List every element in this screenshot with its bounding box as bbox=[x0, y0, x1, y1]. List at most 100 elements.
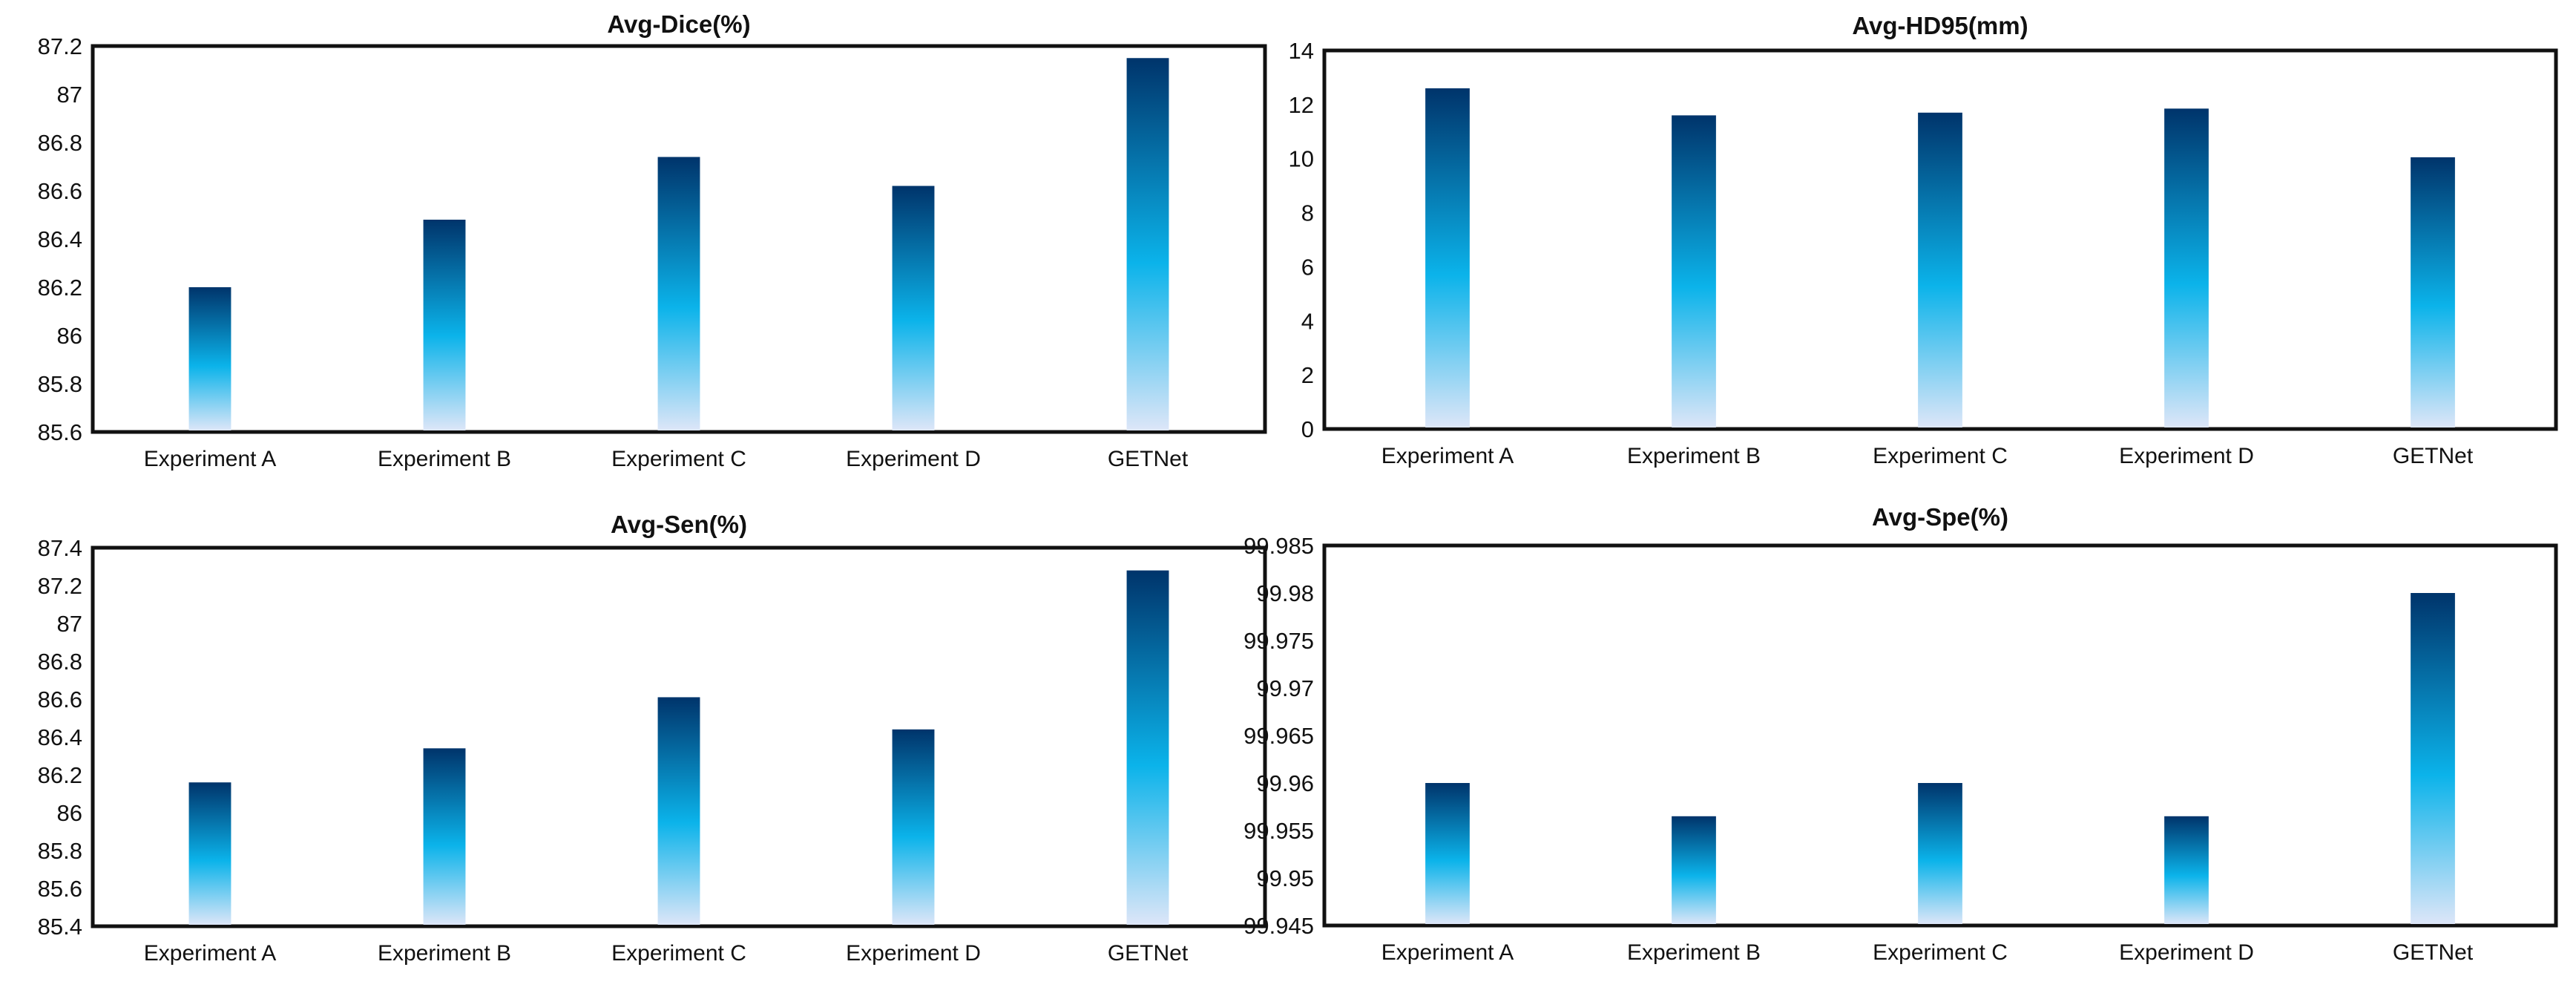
y-tick-label: 86 bbox=[57, 323, 82, 349]
y-tick-label: 86.4 bbox=[38, 724, 82, 750]
y-tick-label: 86 bbox=[57, 800, 82, 826]
y-axis-ticks: 0 2 4 6 8 10 12 14 bbox=[1289, 38, 1314, 442]
bar-experiment-a bbox=[1425, 783, 1470, 924]
bar-series bbox=[1425, 593, 2455, 924]
bar-series bbox=[188, 58, 1169, 430]
y-tick-label: 99.96 bbox=[1256, 770, 1314, 796]
y-tick-label: 6 bbox=[1301, 254, 1314, 280]
y-tick-label: 86.4 bbox=[38, 226, 82, 252]
plot-frame bbox=[1322, 543, 2558, 928]
y-tick-label: 99.975 bbox=[1243, 628, 1314, 654]
bar-getnet bbox=[1126, 570, 1169, 925]
chart-title: Avg-Dice(%) bbox=[607, 10, 750, 38]
bar-experiment-a bbox=[188, 782, 231, 925]
x-axis-categories: Experiment A Experiment B Experiment C Expe… bbox=[1381, 940, 2474, 965]
x-category-label: Experiment B bbox=[378, 941, 511, 966]
y-tick-label: 85.6 bbox=[38, 876, 82, 902]
y-tick-label: 85.8 bbox=[38, 838, 82, 864]
bar-experiment-d bbox=[892, 729, 935, 925]
x-category-label: GETNet bbox=[1108, 941, 1189, 966]
y-tick-label: 85.6 bbox=[38, 419, 82, 445]
plot-frame bbox=[1322, 48, 2558, 431]
bar-experiment-c bbox=[1918, 112, 1962, 428]
chart-panel-sen: Avg-Sen(%) 85.4 85.6 85.8 86 86.2 86.4 86.6 86.… bbox=[38, 511, 1267, 966]
chart-title: Avg-Spe(%) bbox=[1872, 503, 2008, 531]
x-category-label: Experiment D bbox=[846, 941, 981, 966]
y-tick-label: 86.8 bbox=[38, 130, 82, 156]
chart-title: Avg-Sen(%) bbox=[611, 511, 747, 538]
y-tick-label: 10 bbox=[1289, 146, 1314, 172]
y-tick-label: 87.2 bbox=[38, 573, 82, 599]
x-category-label: Experiment B bbox=[378, 447, 511, 471]
x-category-label: Experiment D bbox=[2119, 444, 2254, 468]
y-axis-ticks: 85.6 85.8 86 86.2 86.4 86.6 86.8 87 87.2 bbox=[38, 33, 82, 445]
bar-experiment-d bbox=[892, 186, 935, 430]
bar-getnet bbox=[1126, 58, 1169, 430]
x-category-label: Experiment B bbox=[1627, 444, 1761, 468]
y-tick-label: 99.97 bbox=[1256, 675, 1314, 701]
bar-experiment-c bbox=[657, 157, 700, 430]
chart-panel-spe: Avg-Spe(%) 99.94599.9599.95599.9699.9659… bbox=[1243, 503, 2558, 965]
y-tick-label: 87.2 bbox=[38, 33, 82, 59]
plot-frame bbox=[91, 44, 1267, 434]
y-tick-label: 99.98 bbox=[1256, 580, 1314, 606]
x-category-label: Experiment A bbox=[144, 941, 276, 966]
x-category-label: Experiment C bbox=[611, 941, 746, 966]
x-axis-categories: Experiment A Experiment B Experiment C Expe… bbox=[1381, 444, 2474, 468]
x-category-label: Experiment A bbox=[1381, 444, 1514, 468]
x-category-label: Experiment C bbox=[1873, 940, 2008, 965]
y-axis-ticks: 85.4 85.6 85.8 86 86.2 86.4 86.6 86.8 87 87.2 87.4 bbox=[38, 535, 82, 940]
y-tick-label: 87 bbox=[57, 611, 82, 637]
y-tick-label: 14 bbox=[1289, 38, 1314, 64]
x-axis-categories: Experiment A Experiment B Experiment C Expe… bbox=[144, 447, 1189, 471]
y-tick-label: 87.4 bbox=[38, 535, 82, 561]
y-tick-label: 85.4 bbox=[38, 914, 82, 940]
y-tick-label: 86.6 bbox=[38, 178, 82, 204]
y-tick-label: 99.965 bbox=[1243, 723, 1314, 749]
y-tick-label: 85.8 bbox=[38, 371, 82, 397]
x-category-label: Experiment C bbox=[611, 447, 746, 471]
y-tick-label: 99.945 bbox=[1243, 913, 1314, 939]
bar-series bbox=[188, 570, 1169, 925]
y-axis-ticks: 99.945 99.95 99.955 99.96 99.965 99.97 99.975 9… bbox=[1243, 533, 1314, 939]
y-tick-label: 86.8 bbox=[38, 649, 82, 675]
y-tick-label: 12 bbox=[1289, 92, 1314, 118]
bar-experiment-a bbox=[188, 287, 231, 430]
bar-experiment-d bbox=[2164, 816, 2209, 924]
bar-experiment-b bbox=[423, 220, 466, 430]
y-tick-label: 86.6 bbox=[38, 687, 82, 712]
bar-experiment-b bbox=[1672, 115, 1716, 427]
y-tick-label: 86.2 bbox=[38, 275, 82, 301]
bar-series bbox=[1425, 88, 2455, 428]
y-tick-label: 99.985 bbox=[1243, 533, 1314, 559]
x-category-label: GETNet bbox=[1108, 447, 1189, 471]
y-tick-label: 8 bbox=[1301, 200, 1314, 226]
y-tick-label: 4 bbox=[1301, 308, 1314, 334]
x-axis-categories: Experiment A Experiment B Experiment C Expe… bbox=[144, 941, 1189, 966]
x-category-label: Experiment D bbox=[846, 447, 981, 471]
chart-panel-dice: Avg-Dice(%) 85.6 85.8 86 86.2 86.4 86.6 86.8 87… bbox=[38, 10, 1267, 471]
bar-experiment-a bbox=[1425, 88, 1470, 427]
chart-title: Avg-HD95(mm) bbox=[1852, 12, 2028, 39]
x-category-label: Experiment A bbox=[1381, 940, 1514, 965]
x-category-label: GETNet bbox=[2393, 444, 2474, 468]
bar-getnet bbox=[2411, 157, 2455, 427]
y-tick-label: 0 bbox=[1301, 416, 1314, 442]
x-category-label: Experiment D bbox=[2119, 940, 2254, 965]
x-category-label: GETNet bbox=[2393, 940, 2474, 965]
x-category-label: Experiment B bbox=[1627, 940, 1761, 965]
x-category-label: Experiment A bbox=[144, 447, 276, 471]
bar-experiment-b bbox=[1672, 816, 1716, 924]
y-tick-label: 86.2 bbox=[38, 762, 82, 788]
bar-experiment-b bbox=[423, 748, 466, 925]
y-tick-label: 87 bbox=[57, 82, 82, 108]
y-tick-label: 99.95 bbox=[1256, 865, 1314, 891]
y-tick-label: 2 bbox=[1301, 362, 1314, 388]
x-category-label: Experiment C bbox=[1873, 444, 2008, 468]
bar-experiment-c bbox=[657, 697, 700, 925]
y-tick-label: 99.955 bbox=[1243, 818, 1314, 844]
bar-experiment-d bbox=[2164, 108, 2209, 428]
bar-getnet bbox=[2411, 593, 2455, 924]
